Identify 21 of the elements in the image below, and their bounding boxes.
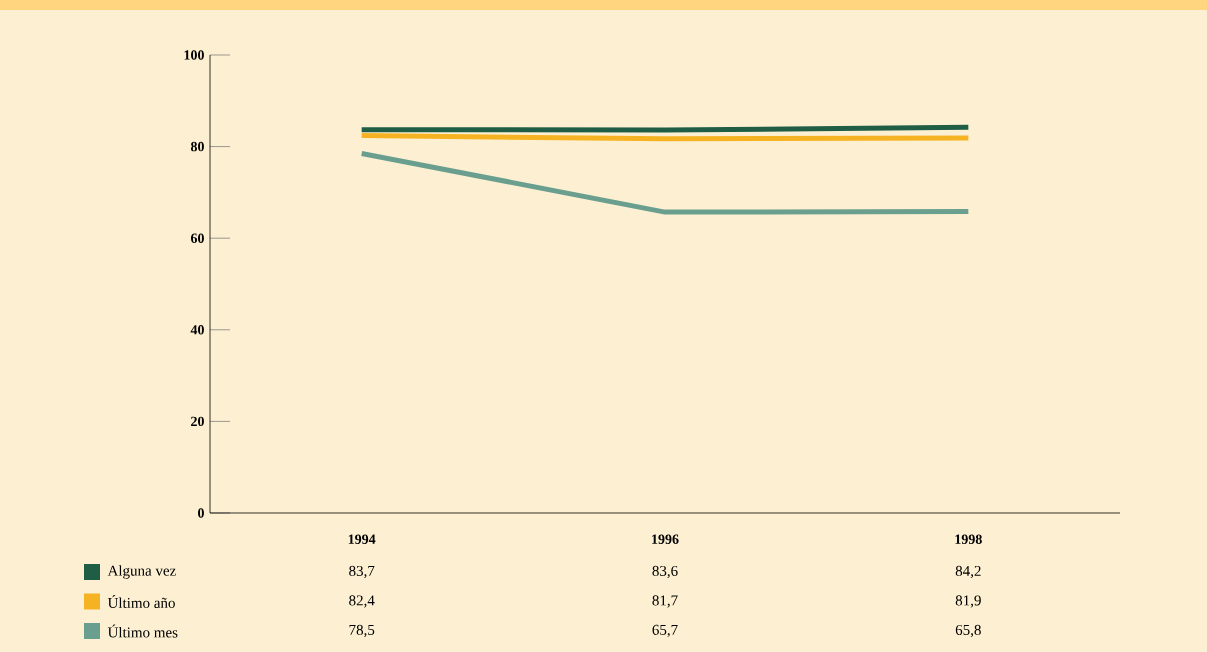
data-label: 65,7	[652, 624, 678, 638]
data-label: 81,7	[652, 595, 678, 608]
legend-label: Último año	[107, 594, 175, 608]
x-tick-label: 1998	[955, 534, 982, 544]
y-tick-label: 100	[184, 50, 204, 60]
legend-label: Alguna vez	[107, 565, 176, 579]
x-tick-label: 1994	[348, 534, 376, 544]
legend-label: Último mes	[107, 624, 178, 638]
y-tick-label: 80	[190, 141, 204, 152]
data-label: 84,2	[955, 565, 981, 579]
data-label: 82,4	[349, 595, 375, 608]
data-label: 83,6	[652, 565, 678, 579]
y-tick-label: 40	[190, 325, 204, 335]
x-tick-label: 1996	[652, 534, 679, 544]
y-tick-label: 20	[191, 416, 204, 427]
data-label: 65,8	[955, 624, 981, 638]
y-tick-label: 0	[198, 508, 204, 518]
data-label: 83,7	[349, 565, 375, 579]
data-label: 78,5	[349, 624, 375, 638]
y-tick-label: 60	[190, 233, 204, 243]
data-label: 81,9	[955, 595, 981, 608]
